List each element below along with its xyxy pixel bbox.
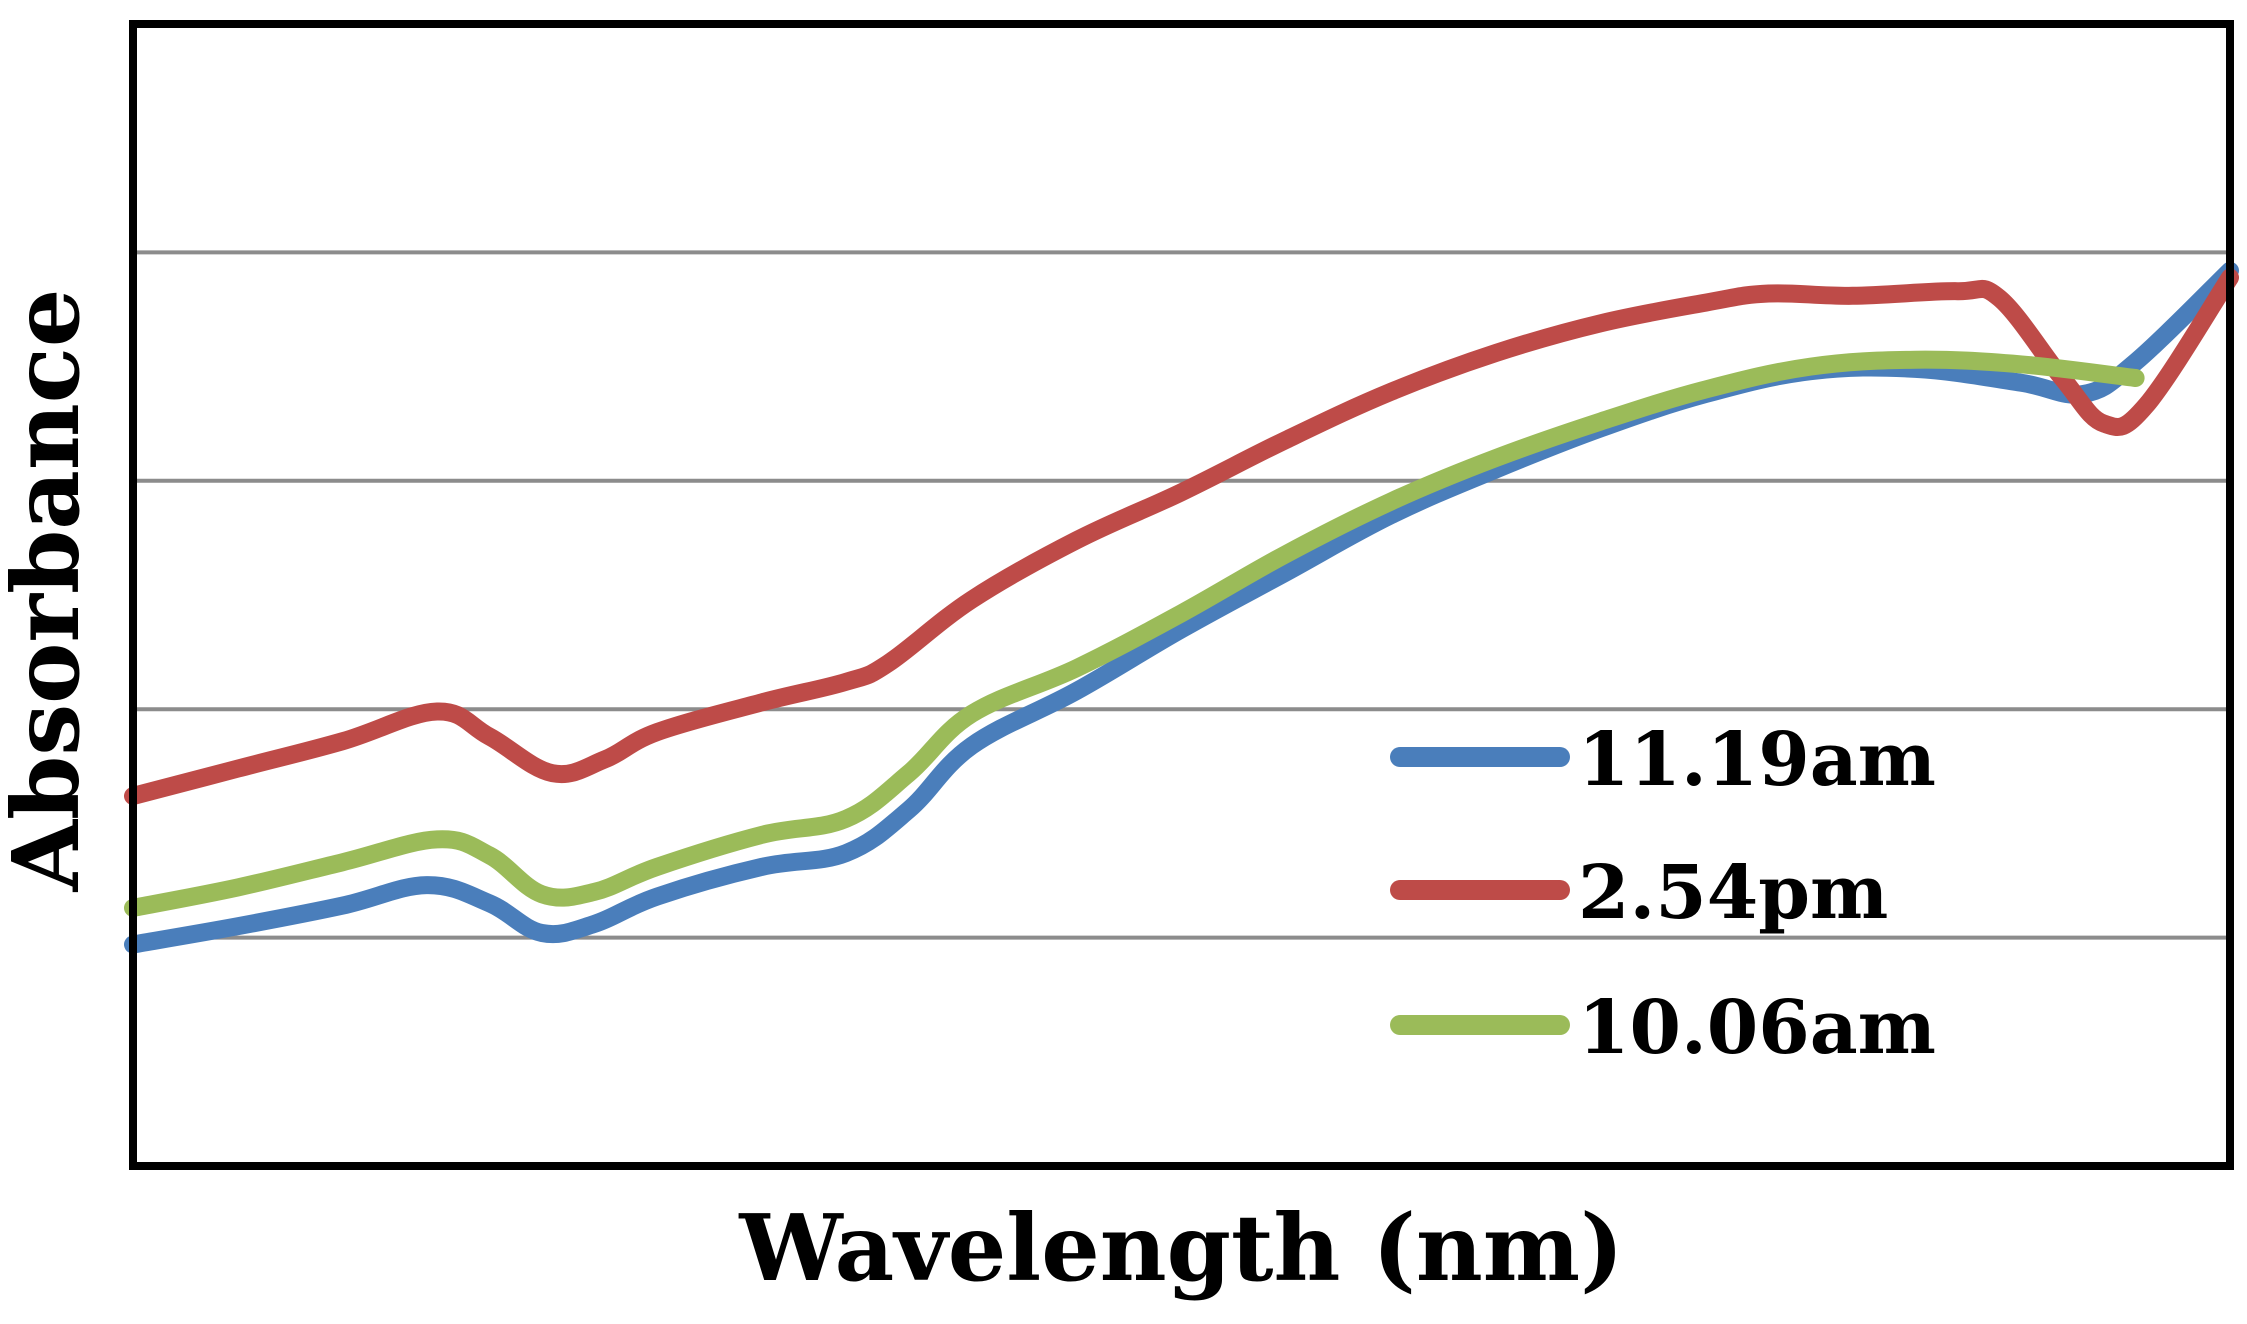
series-line-2 (124, 268, 2239, 805)
legend-label-3: 10.06am (1578, 985, 1936, 1071)
y-axis-title: Absorbance (0, 289, 100, 893)
series-line-3 (124, 350, 2145, 917)
x-axis-title: Wavelength (nm) (738, 1194, 1623, 1302)
legend-label-2: 2.54pm (1578, 850, 1888, 936)
plot-area-frame (129, 20, 2234, 1170)
legend: 11.19am 2.54pm 10.06am (1390, 717, 1936, 1071)
legend-label-1: 11.19am (1578, 717, 1936, 803)
gridlines (133, 250, 2230, 940)
series-lines (124, 261, 2239, 954)
series-line-1 (124, 261, 2239, 954)
